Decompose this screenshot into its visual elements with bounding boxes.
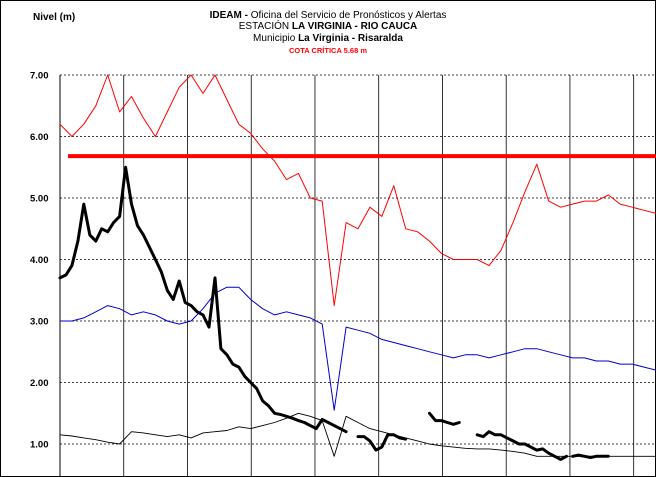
y-axis-label: Nivel (m)	[33, 12, 76, 23]
y-tick-label: 4.00	[30, 255, 49, 266]
series-observed-segment	[356, 433, 408, 452]
series-mean-line	[60, 286, 656, 411]
series-observed-segment	[428, 411, 461, 426]
y-tick-label: 3.00	[30, 317, 49, 328]
series-observed-segment	[571, 453, 610, 459]
series-lower-line	[59, 412, 656, 457]
y-tick-label: 2.00	[30, 378, 49, 389]
series-observed-segment	[58, 165, 348, 434]
critical-level-caption: COTA CRÍTICA 5.68 m	[288, 46, 368, 55]
y-tick-label: 5.00	[30, 194, 49, 205]
chart-header-municipality: Municipio La Virginia - Risaralda	[253, 33, 403, 44]
series-observed-segment	[475, 430, 569, 461]
y-tick-label: 6.00	[30, 132, 49, 143]
chart-header-station: ESTACIÓN LA VIRGINIA - RIO CAUCA	[238, 21, 418, 32]
y-tick-label: 7.00	[30, 71, 49, 82]
y-tick-label: 1.00	[30, 440, 49, 451]
chart-header-agency: IDEAM - Oficina del Servicio de Pronósti…	[209, 10, 447, 21]
series-upper-line	[59, 74, 656, 307]
